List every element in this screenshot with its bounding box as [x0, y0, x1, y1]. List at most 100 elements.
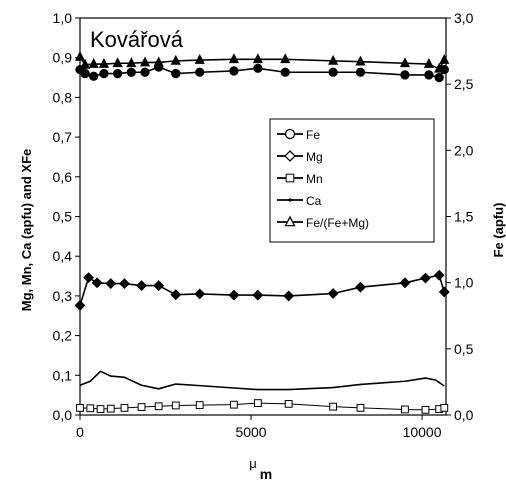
data-point [356, 403, 365, 412]
legend-label: Mg [306, 150, 323, 164]
data-point [228, 289, 240, 301]
data-point [74, 50, 86, 61]
data-point [329, 402, 338, 411]
data-point [96, 405, 105, 413]
chart-title: Kovářová [90, 27, 184, 52]
series-line [79, 274, 446, 306]
legend-items: Fe Mg Mn Ca Fe/(Fe+Mg) [277, 128, 369, 230]
data-point [401, 405, 409, 414]
x-axis-title-mu: μ [249, 456, 257, 471]
data-point [74, 300, 86, 311]
data-point [137, 403, 146, 411]
data-point [120, 403, 129, 412]
data-point [126, 57, 137, 68]
data-point [140, 67, 150, 77]
y-left-tick-label: 1,0 [53, 10, 73, 26]
legend-item: Fe/(Fe+Mg) [277, 215, 369, 230]
data-point [253, 399, 262, 407]
data-point [99, 68, 109, 79]
data-point [284, 399, 293, 408]
data-point [105, 278, 117, 290]
legend-item: Mg [277, 150, 323, 164]
ticks-group: 0,0 0,1 0,2 0,3 0,4 0,5 0,6 0,7 0,8 0,9 1,0 0,0 0,5 1… [53, 10, 474, 440]
data-point [195, 67, 205, 77]
data-point [194, 288, 206, 300]
data-point [91, 277, 103, 289]
data-point [153, 56, 164, 67]
data-point [328, 54, 339, 65]
y-left-tick-label: 0,7 [53, 129, 73, 145]
y-axis-left-title: Mg, Mn, Ca (apfu) and XFe [19, 149, 34, 312]
x-tick-label: 5000 [235, 424, 266, 440]
series-line [79, 402, 445, 411]
data-point [228, 53, 239, 64]
data-point [328, 67, 338, 77]
series-fe [75, 62, 449, 83]
data-point [112, 57, 123, 68]
y-left-tick-label: 0,6 [53, 169, 73, 185]
x-axis-title-m: m [260, 466, 272, 482]
data-point [420, 272, 431, 284]
y-right-tick-label: 1,0 [454, 275, 474, 291]
series-line [79, 370, 445, 391]
data-point [399, 277, 411, 289]
data-point [285, 173, 295, 183]
data-point [83, 272, 94, 284]
y-right-tick-label: 0,0 [454, 407, 474, 423]
y-right-tick-label: 1,5 [454, 209, 474, 225]
data-point [170, 289, 182, 301]
legend: Fe Mg Mn Ca Fe/(Fe+Mg) [269, 118, 435, 243]
data-point [423, 58, 434, 68]
series-mn [76, 399, 449, 414]
y-right-tick-label: 0,5 [454, 341, 474, 357]
data-point [170, 54, 181, 65]
data-point [126, 67, 136, 77]
data-point [80, 68, 90, 79]
data-point [252, 289, 264, 301]
data-point [283, 290, 295, 302]
series-group [74, 50, 450, 414]
data-point [400, 70, 410, 80]
data-point [89, 71, 99, 81]
data-point [76, 403, 84, 412]
legend-label: Mn [306, 172, 323, 186]
data-point [284, 215, 296, 227]
data-point [252, 53, 263, 64]
data-point [230, 400, 238, 409]
data-point [355, 67, 366, 77]
x-tick-label: 0 [76, 424, 84, 440]
data-point [194, 54, 205, 64]
data-point [440, 403, 449, 412]
y-right-tick-label: 3,0 [454, 10, 474, 26]
data-point [280, 53, 291, 64]
y-left-tick-label: 0,0 [53, 407, 73, 423]
data-point [327, 288, 339, 299]
data-point [136, 280, 147, 291]
data-point [253, 63, 263, 73]
data-point [171, 68, 181, 79]
y-left-tick-label: 0,8 [53, 89, 73, 105]
data-point [80, 58, 91, 69]
data-point [98, 58, 110, 68]
data-point [195, 401, 204, 409]
legend-label: Fe/(Fe+Mg) [306, 216, 369, 230]
data-point [439, 54, 450, 64]
data-point [119, 278, 130, 290]
data-point [106, 404, 115, 413]
data-point [399, 57, 411, 68]
y-axis-right-title: Fe (apfu) [491, 203, 506, 258]
data-point [88, 58, 99, 68]
data-point [112, 68, 123, 79]
data-point [139, 56, 151, 67]
legend-item: Ca [277, 194, 322, 208]
data-point [229, 66, 239, 76]
data-point [438, 286, 450, 298]
data-point [153, 280, 165, 291]
data-point [288, 198, 292, 202]
legend-item: Fe [277, 128, 320, 142]
data-point [171, 401, 180, 410]
y-left-tick-label: 0,2 [53, 328, 73, 344]
legend-item: Mn [277, 172, 323, 186]
data-point [355, 55, 366, 66]
